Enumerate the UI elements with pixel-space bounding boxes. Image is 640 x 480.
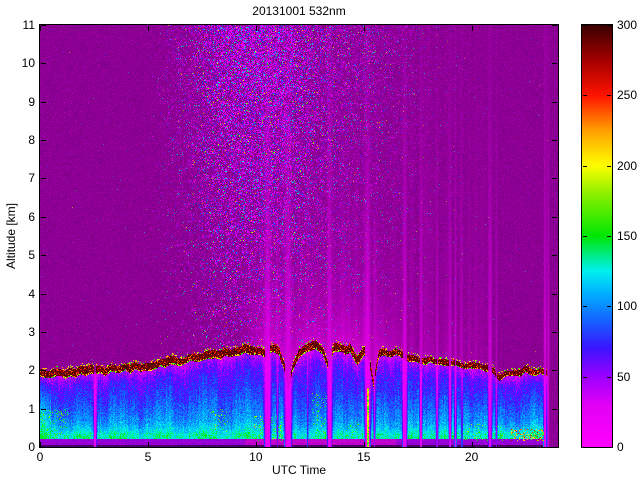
- y-tick-label: 4: [28, 286, 35, 301]
- y-tick-right: [552, 370, 557, 372]
- y-tick-right: [552, 447, 557, 448]
- x-tick-label: 0: [36, 450, 44, 464]
- colorbar-tick-label: 250: [617, 88, 638, 103]
- x-tick: [147, 442, 149, 447]
- colorbar-tick-right: [607, 376, 611, 378]
- x-tick-top: [40, 26, 41, 31]
- x-tick-top: [255, 26, 257, 31]
- y-tick-label: 7: [28, 171, 35, 186]
- y-tick-right: [552, 255, 557, 257]
- colorbar-tick-label: 100: [617, 299, 638, 314]
- y-tick-right: [552, 140, 557, 142]
- x-axis-label: UTC Time: [272, 463, 326, 477]
- y-tick: [41, 101, 46, 103]
- colorbar-tick: [583, 236, 587, 237]
- chart-title: 20131001 532nm: [252, 4, 346, 18]
- colorbar-tick: [583, 95, 587, 97]
- y-tick-right: [552, 331, 557, 333]
- y-tick: [41, 331, 46, 333]
- x-tick-label: 15: [357, 450, 371, 464]
- y-tick: [41, 293, 46, 295]
- y-tick-label: 8: [28, 133, 35, 148]
- colorbar-tick-right: [607, 306, 611, 308]
- y-tick-right: [552, 216, 557, 218]
- x-tick-label: 10: [249, 450, 263, 464]
- x-tick-label: 5: [144, 450, 152, 464]
- x-tick: [363, 442, 365, 447]
- colorbar-tick-right: [607, 25, 611, 26]
- y-tick-right: [552, 178, 557, 180]
- y-tick-label: 2: [28, 363, 35, 378]
- y-tick-right: [552, 25, 557, 26]
- colorbar-tick-right: [607, 236, 611, 237]
- colorbar-tick: [583, 25, 587, 26]
- x-tick: [471, 442, 473, 447]
- colorbar-tick-right: [607, 447, 611, 448]
- y-tick: [41, 25, 46, 26]
- y-tick-label: 10: [21, 56, 35, 71]
- colorbar-tick-label: 0: [617, 440, 624, 454]
- colorbar-tick-right: [607, 95, 611, 97]
- colorbar-tick: [583, 165, 587, 167]
- colorbar-tick-label: 50: [617, 369, 631, 384]
- y-tick-right: [552, 101, 557, 103]
- colorbar-tick: [583, 447, 587, 448]
- y-tick: [41, 447, 46, 448]
- colorbar-tick-right: [607, 165, 611, 167]
- y-tick: [41, 370, 46, 372]
- y-tick-label: 1: [28, 401, 35, 416]
- y-tick-right: [552, 293, 557, 295]
- y-tick: [41, 178, 46, 180]
- y-tick-label: 0: [28, 440, 35, 454]
- x-tick: [255, 442, 257, 447]
- colorbar-tick-label: 150: [617, 229, 638, 243]
- y-tick-right: [552, 63, 557, 65]
- y-tick: [41, 255, 46, 257]
- y-tick-label: 3: [28, 324, 35, 339]
- y-tick-right: [552, 408, 557, 410]
- y-tick: [41, 63, 46, 65]
- y-tick: [41, 140, 46, 142]
- x-tick: [40, 442, 41, 447]
- colorbar-tick: [583, 306, 587, 308]
- x-tick-top: [363, 26, 365, 31]
- colorbar-tick-label: 200: [617, 158, 638, 173]
- colorbar-tick: [583, 376, 587, 378]
- x-tick-top: [147, 26, 149, 31]
- y-tick: [41, 408, 46, 410]
- y-tick-label: 5: [28, 248, 35, 263]
- y-tick: [41, 216, 46, 218]
- y-tick-label: 9: [28, 94, 35, 109]
- y-tick-label: 6: [28, 209, 35, 224]
- x-tick-top: [471, 26, 473, 31]
- x-tick-label: 20: [464, 450, 479, 464]
- colorbar-tick-label: 300: [617, 18, 638, 32]
- y-axis-label: Altitude [km]: [4, 202, 18, 270]
- y-tick-label: 11: [22, 18, 35, 32]
- heatmap-canvas: [40, 25, 558, 447]
